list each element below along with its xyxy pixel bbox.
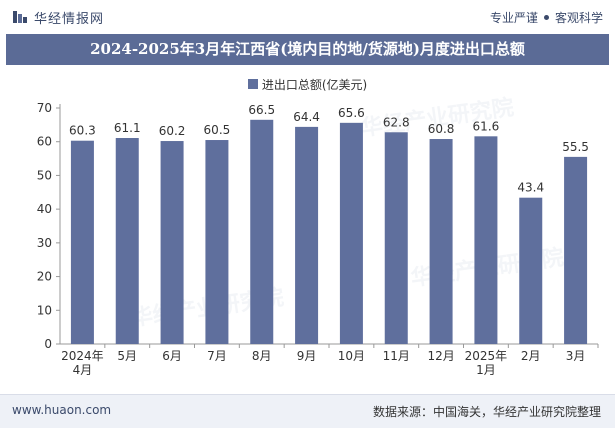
site-url: www.huaon.com: [12, 403, 112, 417]
x-tick-label: 12月: [427, 349, 454, 363]
x-tick-label: 5月: [117, 349, 137, 363]
bar: [160, 141, 184, 344]
bar: [205, 140, 229, 344]
bar: [429, 139, 453, 344]
top-bar: 华经情报网 专业严谨 客观科学: [0, 0, 615, 34]
brand-name: 华经情报网: [34, 12, 105, 27]
data-label: 60.5: [204, 123, 231, 137]
data-label: 66.5: [248, 103, 275, 117]
bar: [115, 138, 139, 344]
data-source: 数据来源：中国海关，华经产业研究院整理: [372, 405, 601, 419]
x-tick-label: 6月: [162, 349, 182, 363]
bar: [564, 156, 588, 344]
tagline-1: 专业严谨: [489, 11, 538, 25]
title-bar: 2024-2025年3月年江西省(境内目的地/货源地)月度进出口总额: [6, 34, 609, 65]
data-label: 55.5: [562, 140, 589, 154]
bar: [384, 132, 408, 344]
bar: [250, 119, 274, 344]
y-tick-label: 30: [37, 236, 52, 250]
bar: [70, 140, 94, 344]
legend: 进出口总额(亿美元): [0, 76, 615, 92]
x-tick-label: 2月: [521, 349, 541, 363]
data-label: 61.1: [114, 121, 141, 135]
y-tick-label: 10: [37, 303, 52, 317]
data-label: 64.4: [293, 110, 320, 124]
x-tick-label: 7月: [207, 349, 227, 363]
footer: www.huaon.com 数据来源：中国海关，华经产业研究院整理: [0, 394, 615, 428]
x-tick-label: 9月: [297, 349, 317, 363]
legend-swatch: [247, 79, 258, 89]
x-tick-label: 2025年 1月: [465, 349, 508, 377]
x-tick-label: 3月: [566, 349, 586, 363]
x-tick-label: 2024年 4月: [61, 349, 104, 377]
dot-icon: [543, 15, 549, 20]
data-label: 60.2: [159, 124, 186, 138]
y-tick-label: 70: [37, 101, 52, 115]
bar: [474, 136, 498, 344]
chart-title: 2024-2025年3月年江西省(境内目的地/货源地)月度进出口总额: [90, 40, 525, 58]
y-tick-label: 60: [37, 135, 52, 149]
y-tick-label: 0: [44, 337, 52, 351]
bar: [519, 197, 543, 344]
x-tick-label: 11月: [383, 349, 410, 363]
bar: [339, 122, 363, 344]
logo-icon: [13, 11, 27, 23]
bar-chart: 0 10 20 30 40 50 60 70 60.3 2024年 4月 61.1 5月 60.2 6月 60…: [37, 101, 599, 377]
legend-label: 进出口总额(亿美元): [261, 77, 368, 92]
tagline-2: 客观科学: [554, 11, 603, 25]
data-label: 65.6: [338, 106, 365, 120]
bar: [295, 126, 319, 344]
y-tick-label: 50: [37, 168, 52, 182]
tagline: 专业严谨 客观科学: [490, 9, 603, 26]
x-tick-label: 10月: [338, 349, 365, 363]
y-tick-label: 20: [37, 270, 52, 284]
data-label: 61.6: [473, 119, 500, 133]
data-label: 43.4: [517, 181, 544, 195]
x-tick-label: 8月: [252, 349, 272, 363]
y-tick-label: 40: [37, 202, 52, 216]
data-label: 60.3: [69, 124, 96, 138]
data-label: 62.8: [383, 115, 410, 129]
data-label: 60.8: [428, 122, 455, 136]
